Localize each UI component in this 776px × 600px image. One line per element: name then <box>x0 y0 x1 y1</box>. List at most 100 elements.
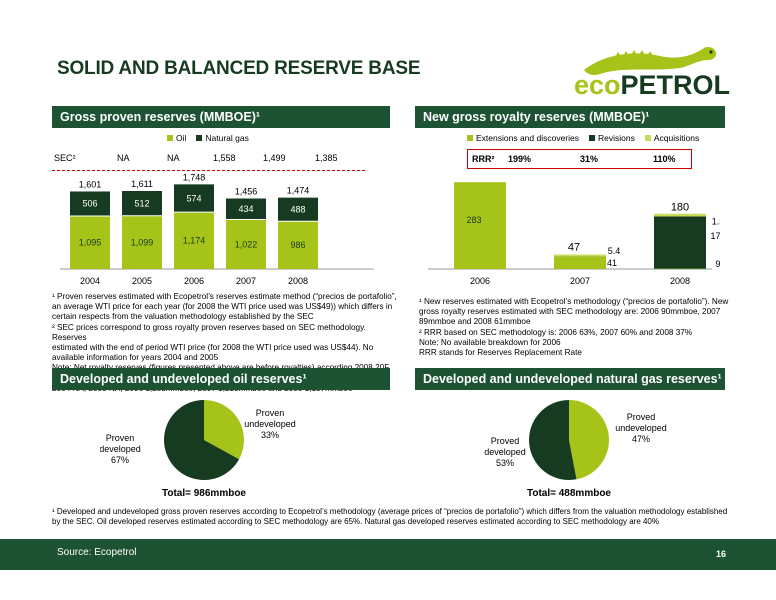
ecopetrol-logo: ecoPETROL <box>574 44 730 100</box>
bar-natural-gas <box>174 184 214 213</box>
pie-label: 33% <box>261 430 279 440</box>
gas-reserves-header: Developed and undeveloped natural gas re… <box>415 368 725 390</box>
data-label-extensions: 1.3 <box>712 217 720 227</box>
x-tick-label: 2006 <box>470 276 490 286</box>
oil-reserves-pie: Provenundeveloped33%Provendeveloped67%To… <box>100 400 296 499</box>
bar-natural-gas <box>70 191 110 216</box>
data-label-acquisitions: 9 <box>715 259 720 269</box>
legend-label-acquisitions: Acquisitions <box>653 133 700 143</box>
page-number: 16 <box>715 549 726 559</box>
data-label-natural-gas: 512 <box>134 198 149 208</box>
data-label-oil: 986 <box>290 240 305 250</box>
total-label: 1,748 <box>183 172 206 182</box>
x-tick-label: 2004 <box>80 276 100 286</box>
legend-label-revisions: Revisions <box>598 133 635 143</box>
data-label-oil: 1,095 <box>79 237 102 247</box>
royalty-legend: Extensions and discoveries Revisions Acq… <box>467 133 709 143</box>
logo-text-eco: eco <box>574 70 621 100</box>
x-tick-label: 2008 <box>288 276 308 286</box>
rrr-value: 110% <box>653 154 676 164</box>
total-label: 1,456 <box>235 186 258 196</box>
pie-label: developed <box>484 447 526 457</box>
legend-item-oil: Oil <box>167 133 186 143</box>
bar-segment-1 <box>654 216 706 269</box>
footnote-line: available information for years 2004 and… <box>52 353 219 363</box>
footnote-line: 89mmboe and 2008 61mmboe <box>419 317 531 327</box>
legend-label-oil: Oil <box>176 133 187 143</box>
pie-label: undeveloped <box>615 423 667 433</box>
total-label: 1,611 <box>131 179 153 189</box>
iguana-icon <box>584 47 717 75</box>
sec-row: SEC² NA NA 1,558 1,499 1,385 <box>52 149 365 171</box>
footnote-line: estimated with the end of period WTI pri… <box>52 343 374 353</box>
gas-reserves-pie: Provedundeveloped47%Proveddeveloped53%To… <box>484 400 667 499</box>
rrr-row: RRR² 199% 31% 110% <box>467 149 692 169</box>
x-tick-label: 2006 <box>184 276 204 286</box>
bar-oil <box>278 221 318 269</box>
legend-item-natural-gas: Natural gas <box>196 133 249 143</box>
data-label-acquisitions: 5.4 <box>608 246 621 256</box>
pie-label: Proven <box>106 433 135 443</box>
pie-label: developed <box>100 444 141 454</box>
data-label-natural-gas: 488 <box>290 204 305 214</box>
royalty-reserves-header: New gross royalty reserves (MMBOE)¹ <box>415 106 725 128</box>
footnote-line: ¹ Developed and undeveloped gross proven… <box>52 507 728 516</box>
bar-natural-gas <box>278 197 318 222</box>
pie-slice <box>529 400 577 480</box>
data-label-oil: 1,174 <box>183 236 206 246</box>
pie-slice <box>569 400 609 480</box>
x-tick-label: 2007 <box>570 276 590 286</box>
source-bar: Source: Ecopetrol 16 <box>0 539 776 570</box>
rrr-value: 31% <box>580 154 599 164</box>
bar-natural-gas <box>226 198 266 220</box>
royalty-reserves-chart: 2006 283 2007 47 5.4 41 2008 180 1.3 170 9 <box>428 182 720 286</box>
data-label-natural-gas: 574 <box>186 193 201 203</box>
bar-oil <box>122 215 162 269</box>
data-label-natural-gas: 434 <box>238 204 253 214</box>
legend-label-extensions: Extensions and discoveries <box>476 133 580 143</box>
pie-label: 47% <box>632 434 650 444</box>
legend-item-extensions: Extensions and discoveries <box>467 133 579 143</box>
royalty-footnote: ¹ New reserves estimated with Ecopetrol’… <box>419 297 729 358</box>
sec-value: 1,499 <box>263 153 286 163</box>
footnote-line: ¹ New reserves estimated with Ecopetrol’… <box>419 297 729 306</box>
pie-label: 67% <box>111 455 129 465</box>
footnote-line: gross royalty reserves estimated with SE… <box>419 307 721 317</box>
total-label: 180 <box>671 202 689 214</box>
sec-value: 1,385 <box>315 153 338 163</box>
gross-legend: Oil Natural gas <box>167 133 259 143</box>
sec-value: NA <box>117 153 130 163</box>
total-label: 1,601 <box>79 179 102 189</box>
sec-value: 1,558 <box>213 153 236 163</box>
bar-oil <box>70 215 110 269</box>
bar-oil <box>226 219 266 269</box>
sec-value: NA <box>167 153 180 163</box>
data-label-extensions: 283 <box>466 215 481 225</box>
total-label: 1,474 <box>287 186 310 196</box>
bar-segment-0 <box>554 256 606 269</box>
footnote-line: ² RRR based on SEC methodology is: 2006 … <box>419 327 693 337</box>
pie-label: Proved <box>627 412 656 422</box>
footnote-line: RRR stands for Reserves Replacement Rate <box>419 348 582 358</box>
footnote-line: ¹ Proven reserves estimated with Ecopetr… <box>52 292 397 301</box>
logo-text-petrol: PETROL <box>620 70 731 100</box>
bar-oil <box>174 212 214 269</box>
pie-label: 53% <box>496 458 514 468</box>
bar-natural-gas <box>122 190 162 216</box>
data-label-natural-gas: 506 <box>82 199 97 209</box>
footnote-line: Note: No available breakdown for 2006 <box>419 337 561 347</box>
bar-segment-2 <box>654 213 706 217</box>
bottom-footnote: ¹ Developed and undeveloped gross proven… <box>52 507 742 527</box>
oil-reserves-header: Developed and undeveloped oil reserves¹ <box>52 368 390 390</box>
pie-slice <box>204 400 244 460</box>
legend-item-acquisitions: Acquisitions <box>644 133 700 143</box>
pie-slice <box>164 400 240 480</box>
pie-total-label: Total= 488mmboe <box>527 488 611 499</box>
footnote-line: by the SEC. Oil developed reserves estim… <box>52 517 659 527</box>
legend-label-natural-gas: Natural gas <box>205 133 249 143</box>
sec-label: SEC² <box>54 153 76 163</box>
gross-reserves-chart: 1,095 506 1,601 2004 1,099 512 1,611 2005 1,174 5… <box>60 172 374 286</box>
bar-segment-0 <box>454 182 506 269</box>
footnote-line: an average WTI price for each year (for … <box>52 302 393 312</box>
data-label-oil: 1,022 <box>235 239 258 249</box>
